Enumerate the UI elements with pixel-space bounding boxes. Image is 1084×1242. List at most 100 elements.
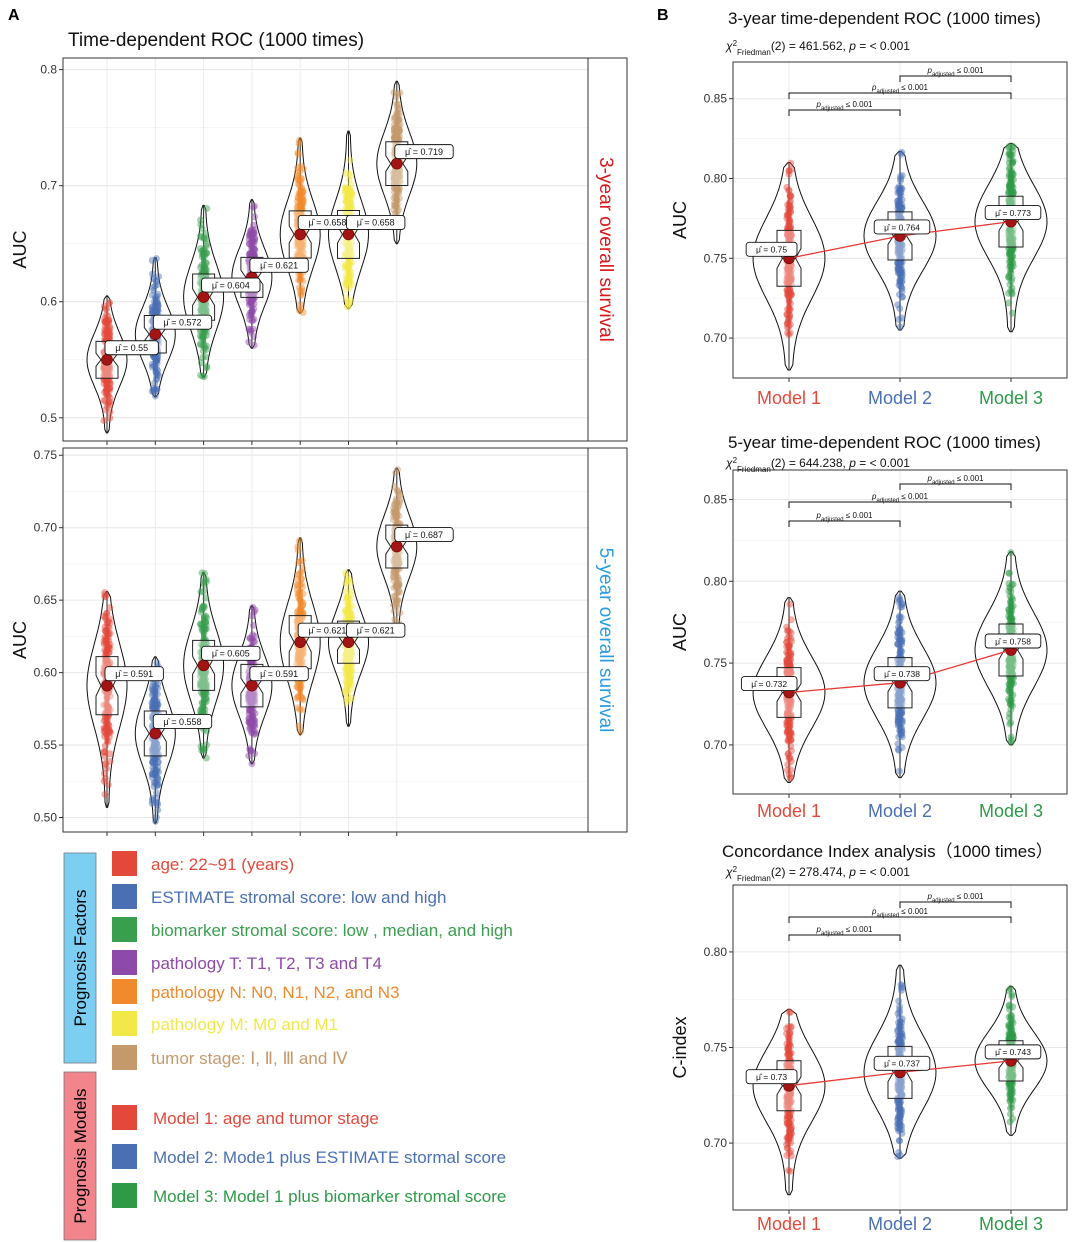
data-point bbox=[785, 322, 793, 330]
data-point bbox=[343, 686, 351, 694]
data-point bbox=[151, 282, 159, 290]
legend-item-factor: tumor stage: Ⅰ, Ⅱ, Ⅲ and Ⅳ bbox=[112, 1045, 348, 1070]
data-point bbox=[250, 229, 258, 237]
data-point bbox=[149, 386, 157, 394]
data-point bbox=[396, 89, 404, 97]
data-point bbox=[1006, 720, 1014, 728]
data-point bbox=[1005, 1002, 1013, 1010]
data-point bbox=[104, 312, 112, 320]
data-point bbox=[394, 100, 402, 108]
y-tick-label: 0.75 bbox=[704, 1041, 728, 1055]
data-point bbox=[784, 1166, 793, 1174]
data-point bbox=[150, 384, 158, 392]
data-point bbox=[203, 204, 211, 212]
stat-subtitle: χ2Friedman(2) = 461.562, p = < 0.001 bbox=[725, 39, 910, 57]
data-point bbox=[199, 353, 207, 362]
data-point bbox=[898, 293, 906, 301]
panel-label-a: A bbox=[8, 7, 20, 24]
violin-group bbox=[86, 295, 128, 434]
data-point bbox=[250, 332, 258, 341]
data-point bbox=[196, 244, 204, 253]
data-point bbox=[201, 570, 209, 578]
mean-point bbox=[101, 679, 113, 692]
data-point bbox=[106, 414, 114, 422]
x-category-label: Model 3 bbox=[979, 1214, 1043, 1234]
legend-item-model: Model 1: age and tumor stage bbox=[112, 1105, 379, 1130]
data-point bbox=[249, 203, 257, 211]
stat-part: Friedman bbox=[737, 465, 771, 474]
legend-label: age: 22~91 (years) bbox=[151, 855, 294, 874]
data-point bbox=[1006, 583, 1014, 591]
data-point bbox=[149, 284, 157, 292]
data-point bbox=[1008, 290, 1016, 298]
data-point bbox=[299, 308, 307, 317]
data-point bbox=[202, 229, 210, 237]
bracket-sub: adjusted bbox=[876, 498, 899, 504]
data-point bbox=[390, 607, 398, 615]
data-point bbox=[250, 226, 258, 234]
data-point bbox=[196, 216, 205, 224]
stat-part: Friedman bbox=[737, 874, 771, 883]
violin-outline bbox=[231, 199, 273, 349]
mean-label: μ̂ = 0.738 bbox=[873, 666, 931, 682]
data-point bbox=[1008, 992, 1016, 1000]
panel-A1: 0.5 0.6 0.7 0.8 AUC μ̂ = 0.55 μ̂ = 0.572 μ̂ = 0… bbox=[10, 30, 628, 445]
legend-swatch bbox=[112, 1045, 137, 1070]
bracket-sub: adjusted bbox=[932, 72, 955, 78]
chart-panels: 0.5 0.6 0.7 0.8 AUC μ̂ = 0.55 μ̂ = 0.572 μ̂ = 0… bbox=[10, 9, 1068, 1234]
data-point bbox=[345, 169, 353, 177]
panel-label-b: B bbox=[657, 7, 669, 24]
data-point bbox=[898, 148, 906, 156]
mean-point bbox=[246, 679, 258, 692]
data-point bbox=[153, 659, 161, 667]
data-point bbox=[151, 379, 159, 387]
legend-item-model: Model 3: Model 1 plus biomarker stromal … bbox=[112, 1183, 506, 1208]
data-point bbox=[153, 281, 161, 289]
mean-label-text: μ̂ = 0.604 bbox=[212, 280, 250, 290]
data-point bbox=[250, 202, 258, 210]
mean-point bbox=[149, 328, 162, 341]
data-point bbox=[203, 342, 211, 350]
data-point bbox=[296, 581, 304, 589]
data-point bbox=[151, 817, 160, 825]
data-point bbox=[153, 375, 161, 384]
y-tick-label: 0.65 bbox=[34, 593, 58, 607]
x-category-label: Model 2 bbox=[868, 801, 932, 821]
mean-label: μ̂ = 0.73 bbox=[745, 1069, 798, 1085]
data-point bbox=[895, 767, 903, 775]
data-point bbox=[248, 636, 256, 644]
mean-label: μ̂ = 0.591 bbox=[104, 666, 164, 682]
data-point bbox=[106, 401, 114, 409]
mean-label-text: μ̂ = 0.764 bbox=[884, 222, 920, 232]
data-point bbox=[1006, 1110, 1014, 1118]
x-category-label: Model 2 bbox=[868, 388, 932, 408]
bracket-sub: adjusted bbox=[821, 931, 844, 937]
data-point bbox=[101, 315, 109, 323]
data-point bbox=[248, 317, 256, 325]
y-tick-label: 0.5 bbox=[40, 411, 57, 425]
data-point bbox=[155, 273, 163, 281]
bracket-rest: ≤ 0.001 bbox=[899, 492, 928, 501]
data-point bbox=[203, 240, 211, 248]
bracket-rest: ≤ 0.001 bbox=[899, 907, 928, 916]
data-point bbox=[100, 769, 108, 778]
mean-label-text: μ̂ = 0.621 bbox=[308, 625, 346, 635]
data-point bbox=[103, 402, 111, 410]
stat-part: = < 0.001 bbox=[856, 865, 910, 879]
data-point bbox=[786, 192, 794, 200]
data-point bbox=[105, 398, 113, 406]
data-point bbox=[202, 754, 210, 762]
legend-swatch bbox=[112, 979, 137, 1004]
legend-swatch bbox=[112, 950, 137, 975]
data-point bbox=[392, 598, 400, 606]
data-point bbox=[787, 1152, 795, 1160]
mean-point bbox=[197, 291, 210, 303]
bracket-sub: adjusted bbox=[876, 89, 899, 95]
data-point bbox=[197, 588, 205, 596]
legend-label: pathology M: M0 and M1 bbox=[151, 1015, 338, 1034]
data-point bbox=[106, 408, 114, 416]
mean-label: μ̂ = 0.737 bbox=[873, 1055, 931, 1071]
mean-point bbox=[390, 540, 403, 553]
legend-label: pathology T: T1, T2, T3 and T4 bbox=[151, 954, 382, 973]
data-point bbox=[344, 692, 352, 700]
